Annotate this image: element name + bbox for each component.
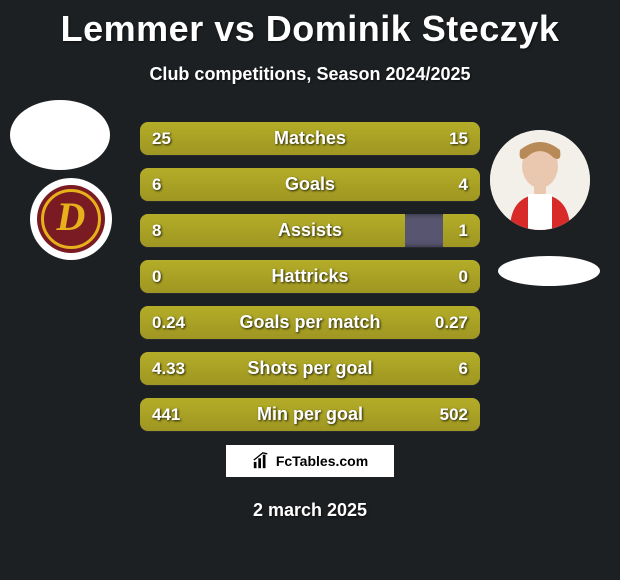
club-badge-inner: D [37, 185, 105, 253]
stat-row: 4.33 Shots per goal 6 [140, 352, 480, 385]
stat-label: Matches [140, 122, 480, 155]
stat-label: Shots per goal [140, 352, 480, 385]
chart-icon [252, 452, 270, 470]
stat-label: Min per goal [140, 398, 480, 431]
stat-label: Assists [140, 214, 480, 247]
stat-value-right: 0 [459, 260, 468, 293]
stat-value-right: 0.27 [435, 306, 468, 339]
player-right-club-badge [498, 256, 600, 286]
stat-value-right: 1 [459, 214, 468, 247]
stats-bars: 25 Matches 15 6 Goals 4 8 Assists 1 0 Ha… [140, 122, 480, 431]
stat-value-right: 4 [459, 168, 468, 201]
stat-label: Goals per match [140, 306, 480, 339]
stat-row: 0.24 Goals per match 0.27 [140, 306, 480, 339]
stat-value-right: 15 [449, 122, 468, 155]
branding-box: FcTables.com [225, 444, 395, 478]
stat-value-right: 6 [459, 352, 468, 385]
stat-row: 0 Hattricks 0 [140, 260, 480, 293]
club-badge-letter: D [57, 197, 86, 237]
page-title: Lemmer vs Dominik Steczyk [0, 0, 620, 50]
stat-row: 6 Goals 4 [140, 168, 480, 201]
date-footer: 2 march 2025 [0, 500, 620, 521]
stat-label: Goals [140, 168, 480, 201]
player-left-club-badge: D [30, 178, 112, 260]
branding-text: FcTables.com [276, 453, 368, 469]
subtitle: Club competitions, Season 2024/2025 [0, 64, 620, 85]
stat-row: 441 Min per goal 502 [140, 398, 480, 431]
stat-label: Hattricks [140, 260, 480, 293]
player-right-avatar [490, 130, 590, 230]
stat-value-right: 502 [440, 398, 468, 431]
player-left-avatar [10, 100, 110, 170]
stat-row: 25 Matches 15 [140, 122, 480, 155]
stat-row: 8 Assists 1 [140, 214, 480, 247]
